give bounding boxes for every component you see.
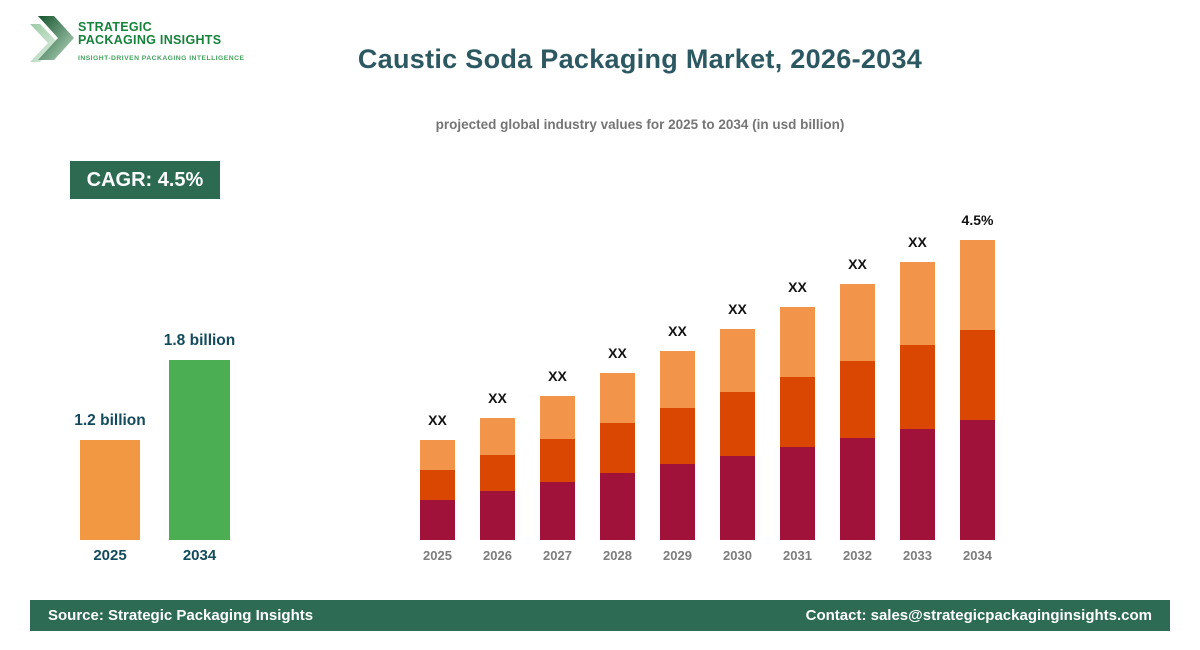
stacked-bar-2031 [780,307,815,540]
stacked-bar-2030 [720,329,755,540]
stacked-bar-year-label: 2032 [843,548,872,563]
segment-bottom [420,500,455,540]
stacked-bar-year-label: 2026 [483,548,512,563]
segment-top [480,418,515,455]
segment-top [660,351,695,408]
mini-bar-year-label: 2034 [182,547,217,564]
segment-bottom [960,420,995,540]
segment-middle [780,376,815,447]
stacked-bar-2028 [600,373,635,540]
footer-bar: Source: Strategic Packaging Insights Con… [30,600,1170,631]
logo-line2: PACKAGING INSIGHTS [78,32,222,47]
mini-bar-value-label: 1.2 billion [74,412,146,429]
footer-source: Source: Strategic Packaging Insights [48,607,314,624]
segment-middle [480,454,515,492]
segment-bottom [660,464,695,540]
segment-top [420,440,455,470]
page-title: Caustic Soda Packaging Market, 2026-2034 [357,44,923,74]
stacked-bar-2027 [540,396,575,540]
segment-middle [540,439,575,483]
segment-middle [960,330,995,420]
stacked-bar-top-label: 4.5% [961,212,994,228]
segment-middle [840,360,875,438]
segment-top [540,396,575,440]
stacked-bar-year-label: 2030 [723,548,752,563]
stacked-bar-top-label: XX [428,412,447,428]
segment-bottom [720,455,755,540]
chevron-arrow-icon [30,12,74,68]
segment-bottom [480,491,515,540]
segment-top [780,307,815,377]
footer-contact: Contact: sales@strategicpackaginginsight… [805,607,1152,624]
stacked-bar-top-label: XX [608,345,627,361]
segment-middle [420,470,455,500]
stacked-bar-2026 [480,418,515,540]
segment-top [900,262,935,346]
stacked-bar-year-label: 2025 [423,548,452,563]
stacked-bar-2034 [960,240,995,540]
mini-bar-year-label: 2025 [93,547,127,564]
stacked-bar-top-label: XX [908,234,927,250]
logo-text: STRATEGIC PACKAGING INSIGHTS INSIGHT-DRI… [78,12,244,62]
segment-bottom [600,473,635,540]
segment-bottom [540,482,575,540]
segment-middle [720,392,755,456]
mini-bar-2025 [80,440,140,540]
stacked-bar-top-label: XX [668,323,687,339]
stacked-bar-top-label: XX [488,390,507,406]
mini-bar-value-label: 1.8 billion [163,332,236,349]
segment-bottom [840,437,875,540]
cagr-badge: CAGR: 4.5% [70,161,220,199]
stacked-bar-year-label: 2028 [603,548,632,563]
stacked-bar-2025 [420,440,455,540]
logo: STRATEGIC PACKAGING INSIGHTS INSIGHT-DRI… [30,12,244,68]
segment-top [600,373,635,424]
segment-bottom [900,428,935,540]
segment-middle [660,407,695,465]
stacked-bar-year-label: 2031 [783,548,812,563]
segment-middle [600,423,635,474]
stacked-bar-2029 [660,351,695,540]
stacked-bar-2033 [900,262,935,540]
stacked-bar-year-label: 2029 [663,548,692,563]
stacked-bar-top-label: XX [848,256,867,272]
page-subtitle: projected global industry values for 202… [435,117,845,132]
stacked-bar-top-label: XX [788,279,807,295]
segment-top [960,240,995,330]
stacked-bar-2032 [840,284,875,540]
logo-tagline: INSIGHT-DRIVEN PACKAGING INTELLIGENCE [78,55,245,62]
stacked-bar-top-label: XX [728,301,747,317]
stacked-bar-year-label: 2027 [543,548,572,563]
segment-middle [900,345,935,429]
mini-bar-2034 [169,360,230,540]
logo-line1: STRATEGIC [78,20,152,34]
stacked-bar-top-label: XX [548,368,567,384]
stacked-bar-year-label: 2034 [963,548,992,563]
segment-top [720,329,755,393]
segment-bottom [780,446,815,540]
stacked-bar-year-label: 2033 [903,548,932,563]
segment-top [840,284,875,361]
